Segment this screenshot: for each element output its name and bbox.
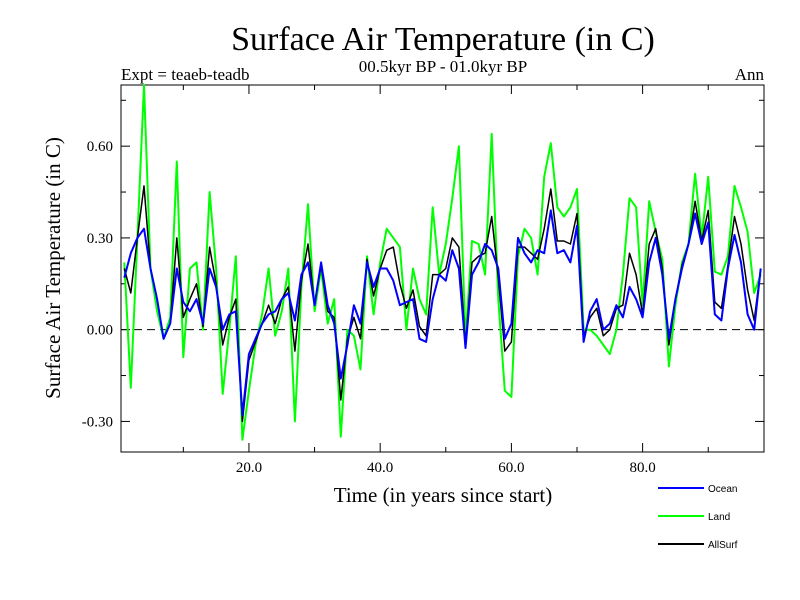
season-label: Ann	[735, 65, 765, 84]
experiment-label: Expt = teaeb-teadb	[121, 65, 250, 84]
plot-frame	[120, 84, 765, 453]
series-line-land	[123, 84, 762, 441]
y-tick-label: 0.30	[87, 231, 113, 247]
y-tick-label: -0.30	[82, 414, 113, 430]
x-tick-label: 60.0	[498, 460, 524, 476]
legend-label-ocean: Ocean	[708, 484, 737, 495]
x-tick-label: 80.0	[629, 460, 655, 476]
x-axis-label: Time (in years since start)	[334, 483, 553, 507]
data-series	[123, 84, 762, 441]
legend-label-allsurf: AllSurf	[708, 540, 738, 551]
chart-subtitle: 00.5kyr BP - 01.0kyr BP	[359, 57, 527, 76]
y-axis-label: Surface Air Temperature (in C)	[41, 137, 65, 399]
series-line-ocean	[123, 209, 762, 417]
y-tick-label: 0.00	[87, 323, 113, 339]
axis-ticks: 20.0 40.0 60.0 80.0 -0.30 0.00 0.30 0.60	[82, 85, 764, 476]
legend-label-land: Land	[708, 512, 730, 523]
x-tick-label: 40.0	[367, 460, 393, 476]
chart-title: Surface Air Temperature (in C)	[231, 21, 655, 58]
y-tick-label: 0.60	[87, 139, 113, 155]
x-tick-label: 20.0	[236, 460, 262, 476]
legend: Ocean Land AllSurf	[658, 484, 738, 551]
